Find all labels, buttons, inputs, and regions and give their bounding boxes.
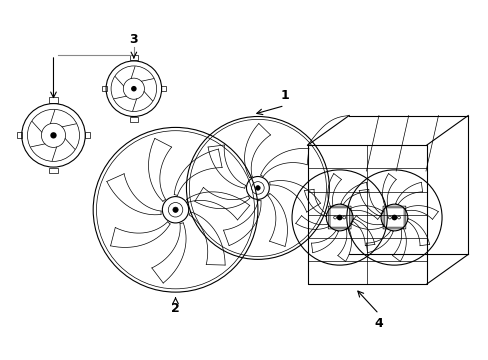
Circle shape xyxy=(173,207,178,212)
Text: 2: 2 xyxy=(171,302,180,315)
Bar xyxy=(17,132,22,139)
Circle shape xyxy=(255,186,260,190)
Circle shape xyxy=(391,215,396,220)
Text: 1: 1 xyxy=(280,89,288,102)
Circle shape xyxy=(50,132,57,139)
Bar xyxy=(49,168,58,174)
Bar xyxy=(130,117,138,122)
Text: 4: 4 xyxy=(374,318,383,330)
Bar xyxy=(161,86,166,91)
Circle shape xyxy=(336,215,342,220)
Circle shape xyxy=(131,86,136,91)
Text: 3: 3 xyxy=(129,33,138,46)
Bar xyxy=(130,55,138,60)
Bar xyxy=(102,86,106,91)
Bar xyxy=(49,97,58,103)
Bar xyxy=(84,132,90,139)
